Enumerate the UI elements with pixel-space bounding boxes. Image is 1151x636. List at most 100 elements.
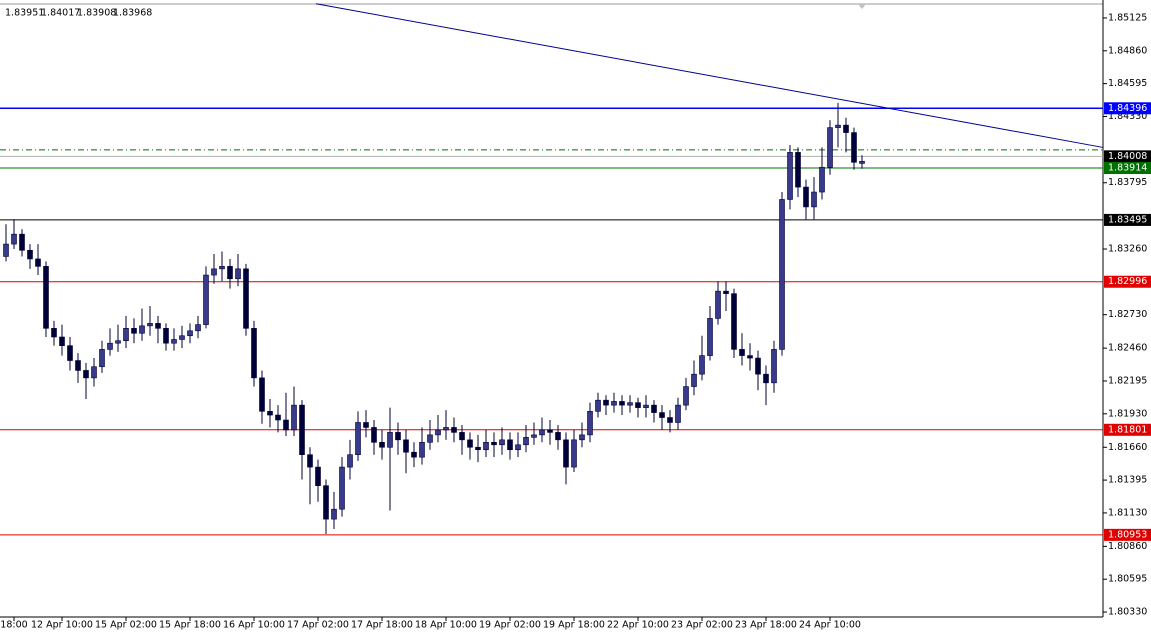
candle-body <box>563 439 569 468</box>
candle-body <box>347 454 353 468</box>
trendline <box>315 3 1104 148</box>
y-tick-label: 1.82195 <box>1108 375 1147 386</box>
candle-body <box>459 432 465 441</box>
candle-body <box>771 349 777 384</box>
y-tick-label: 1.85125 <box>1108 12 1147 23</box>
candle-body <box>579 434 585 441</box>
candle-body <box>667 417 673 423</box>
level-label-box <box>1104 150 1151 163</box>
candle-body <box>195 324 201 332</box>
level-label: 1.84008 <box>1108 151 1147 162</box>
candle-body <box>731 293 737 350</box>
x-tick-label: 23 Apr 02:00 <box>671 620 733 631</box>
level-label-box <box>1104 275 1151 288</box>
candle-body <box>339 466 345 510</box>
level-label: 1.82996 <box>1108 276 1147 287</box>
candle-body <box>179 335 185 340</box>
candle-body <box>603 399 609 406</box>
candle-body <box>59 336 65 346</box>
y-tick-label: 1.84860 <box>1108 45 1147 56</box>
candle-body <box>131 328 137 334</box>
y-tick-label: 1.84330 <box>1108 111 1147 122</box>
x-tick-label: 18 Apr 10:00 <box>415 620 477 631</box>
high-value: 1.84017 <box>41 8 80 19</box>
candle-body <box>123 328 129 342</box>
candle-body <box>803 186 809 208</box>
candle-body <box>683 386 689 406</box>
candle-body <box>283 419 289 431</box>
close-value: 1.83968 <box>113 8 152 19</box>
candle-body <box>243 268 249 329</box>
candle-body <box>395 432 401 441</box>
candle-body <box>851 132 857 163</box>
candle-body <box>363 422 369 428</box>
candle-body <box>747 355 753 359</box>
candle-body <box>611 401 617 406</box>
candle-body <box>187 330 193 337</box>
candle-body <box>355 422 361 455</box>
candle-body <box>827 127 833 168</box>
candle-body <box>299 404 305 455</box>
candle-body <box>387 432 393 448</box>
candle-body <box>371 427 377 443</box>
level-label-box <box>1104 528 1151 541</box>
candle-body <box>211 268 217 276</box>
candle-body <box>539 429 545 436</box>
candle-body <box>275 414 281 421</box>
candle-body <box>331 508 337 520</box>
candle-body <box>467 439 473 448</box>
candle-body <box>547 429 553 433</box>
y-tick-label: 1.81660 <box>1108 442 1147 453</box>
candle-body <box>411 451 417 458</box>
x-tick-label: 24 Apr 10:00 <box>799 620 861 631</box>
candle-body <box>675 404 681 423</box>
candle-body <box>227 266 233 280</box>
candle-body <box>595 399 601 412</box>
x-tick-label: 15 Apr 18:00 <box>159 620 221 631</box>
low-value: 1.83908 <box>77 8 116 19</box>
candle-body <box>115 340 121 344</box>
candle-body <box>267 411 273 416</box>
candle-body <box>843 124 849 133</box>
candle-body <box>635 402 641 408</box>
candle-body <box>779 199 785 350</box>
y-tick-label: 1.80595 <box>1108 574 1147 585</box>
candle-body <box>43 266 49 329</box>
candle-body <box>451 427 457 433</box>
x-tick-label: 18:00 <box>0 620 27 631</box>
level-label-box <box>1104 213 1151 226</box>
candle-body <box>643 404 649 408</box>
y-tick-label: 1.83795 <box>1108 177 1147 188</box>
candle-body <box>75 360 81 371</box>
candle-body <box>251 328 257 379</box>
level-label: 1.80953 <box>1108 529 1147 540</box>
candle-body <box>51 328 57 338</box>
candle-body <box>307 454 313 468</box>
candle-body <box>651 404 657 413</box>
candle-body <box>571 439 577 468</box>
y-tick-label: 1.81130 <box>1108 507 1147 518</box>
ohlc-header: 1.83951 1.84017 1.83908 1.83968 <box>5 8 152 19</box>
candle-body <box>99 349 105 368</box>
x-tick-label: 19 Apr 02:00 <box>479 620 541 631</box>
candle-body <box>699 355 705 375</box>
level-label: 1.84396 <box>1108 103 1147 114</box>
x-tick-label: 17 Apr 02:00 <box>287 620 349 631</box>
candle-body <box>587 411 593 436</box>
open-value: 1.83951 <box>5 8 44 19</box>
candle-body <box>859 161 865 164</box>
level-label-box <box>1104 162 1151 175</box>
y-tick-label: 1.83260 <box>1108 244 1147 255</box>
y-tick-label: 1.80860 <box>1108 541 1147 552</box>
level-label: 1.83914 <box>1108 163 1147 174</box>
candle-body <box>91 366 97 379</box>
candle-body <box>475 446 481 451</box>
candle-body <box>147 323 153 327</box>
candle-body <box>531 434 537 438</box>
y-tick-label: 1.81930 <box>1108 408 1147 419</box>
y-tick-label: 1.82460 <box>1108 343 1147 354</box>
y-tick-label: 1.82730 <box>1108 309 1147 320</box>
candle-body <box>427 434 433 443</box>
x-tick-label: 15 Apr 02:00 <box>95 620 157 631</box>
